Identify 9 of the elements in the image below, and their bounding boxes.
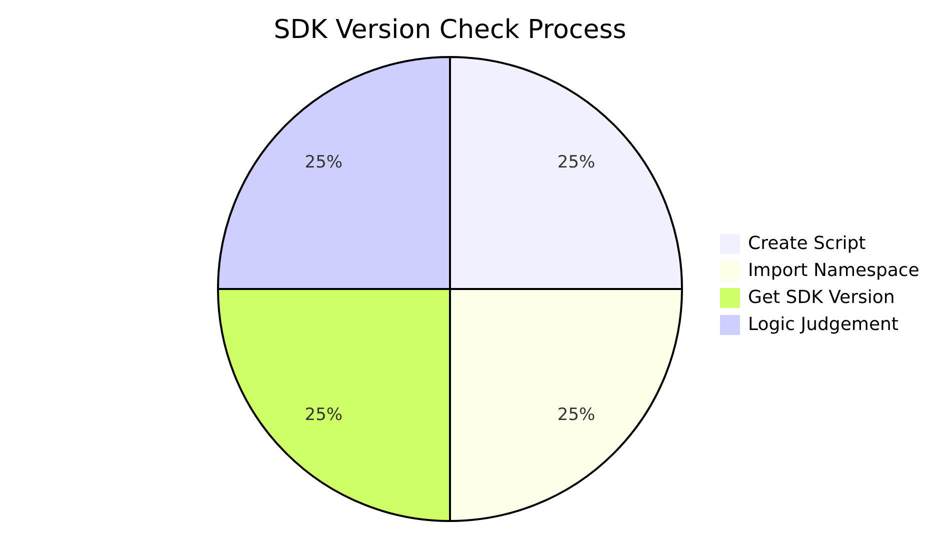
slice-label: Create Script [748,232,866,254]
legend-label: Import Namespace [748,260,920,281]
data-label: 25% [304,152,343,172]
data-label: 25% [304,404,343,425]
data-label: 25% [557,404,596,425]
chart-title: SDK Version Check Process [274,15,626,45]
legend-label: Get SDK Version [748,286,895,308]
legend-label: Logic Judgement [748,314,898,335]
data-label: 25% [557,152,596,172]
